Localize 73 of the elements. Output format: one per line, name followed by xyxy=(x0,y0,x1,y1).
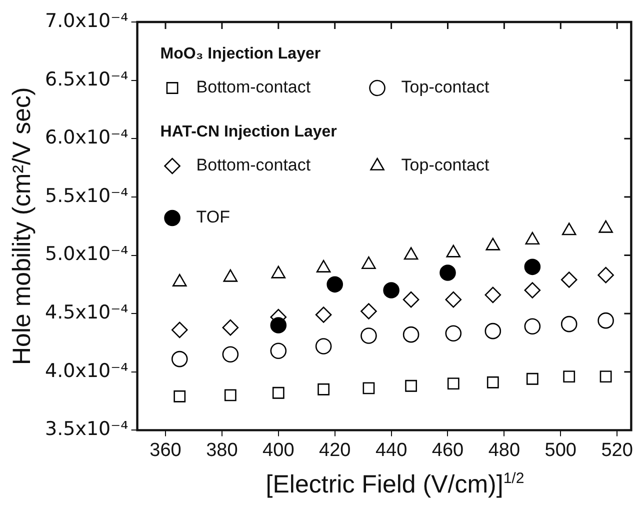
y-tick-label: 5.0x10⁻⁴ xyxy=(44,243,129,266)
point xyxy=(222,346,239,363)
point xyxy=(360,303,377,320)
point xyxy=(598,266,614,284)
point xyxy=(524,282,541,298)
x-tick-label: 520 xyxy=(601,440,633,461)
legend-label: Top-contact xyxy=(401,156,490,175)
point xyxy=(174,390,186,402)
point xyxy=(222,319,239,336)
point xyxy=(562,222,576,236)
y-axis-title: Hole mobility (cm²/V sec) xyxy=(8,87,36,366)
y-tick-label: 6.0x10⁻⁴ xyxy=(44,126,129,149)
annotation: MoO₃ Injection Layer xyxy=(160,45,321,62)
point xyxy=(271,266,286,278)
legend-label: Top-contact xyxy=(401,78,490,97)
point xyxy=(445,325,462,342)
annotation: HAT-CN Injection Layer xyxy=(160,123,337,140)
point xyxy=(524,318,541,335)
point xyxy=(318,383,330,396)
point xyxy=(405,380,418,392)
y-tick-label: 5.5x10⁻⁴ xyxy=(44,184,129,207)
point xyxy=(315,338,332,354)
point xyxy=(362,256,376,269)
legend-label: Bottom-contact xyxy=(196,78,311,97)
point xyxy=(172,274,187,286)
point xyxy=(486,376,499,388)
y-tick-label: 7.0x10⁻⁴ xyxy=(44,10,129,32)
legend-label: TOF xyxy=(196,208,230,227)
y-tick-label: 6.5x10⁻⁴ xyxy=(44,68,129,90)
x-tick-label: 440 xyxy=(375,440,408,461)
point xyxy=(486,238,500,250)
point xyxy=(326,276,343,293)
point xyxy=(270,342,287,360)
point xyxy=(315,306,332,323)
point xyxy=(524,258,541,276)
point xyxy=(526,372,538,385)
point xyxy=(525,232,540,244)
point xyxy=(402,326,420,343)
x-axis-title: [Electric Field (V/cm)]$^{1/2}$ xyxy=(264,470,526,500)
x-tick-label: 420 xyxy=(319,440,351,461)
point xyxy=(484,322,502,340)
point xyxy=(360,328,377,344)
point xyxy=(316,260,331,272)
point xyxy=(447,378,460,390)
point xyxy=(563,370,576,383)
point xyxy=(402,291,420,308)
point xyxy=(224,389,236,402)
point xyxy=(440,264,456,281)
point xyxy=(484,286,502,304)
point xyxy=(445,291,462,308)
x-tick-label: 400 xyxy=(262,440,294,461)
point xyxy=(272,386,284,399)
point xyxy=(600,370,612,383)
point xyxy=(223,269,238,282)
x-tick-label: 360 xyxy=(150,440,182,461)
point xyxy=(598,220,613,233)
y-tick-label: 4.0x10⁻⁴ xyxy=(44,360,129,382)
y-tick-label: 4.5x10⁻⁴ xyxy=(44,302,129,324)
point xyxy=(560,272,578,288)
point xyxy=(171,350,188,368)
point xyxy=(383,282,400,298)
point xyxy=(560,316,578,332)
x-tick-label: 460 xyxy=(432,440,464,461)
legend-label: Bottom-contact xyxy=(196,156,311,175)
x-tick-label: 380 xyxy=(206,440,238,461)
y-tick-label: 3.5x10⁻⁴ xyxy=(44,418,129,440)
x-tick-label: 480 xyxy=(488,440,520,461)
point xyxy=(362,382,375,394)
point xyxy=(171,322,188,338)
point xyxy=(404,247,418,260)
point xyxy=(446,244,461,258)
point xyxy=(598,312,614,329)
x-tick-label: 500 xyxy=(544,440,576,461)
